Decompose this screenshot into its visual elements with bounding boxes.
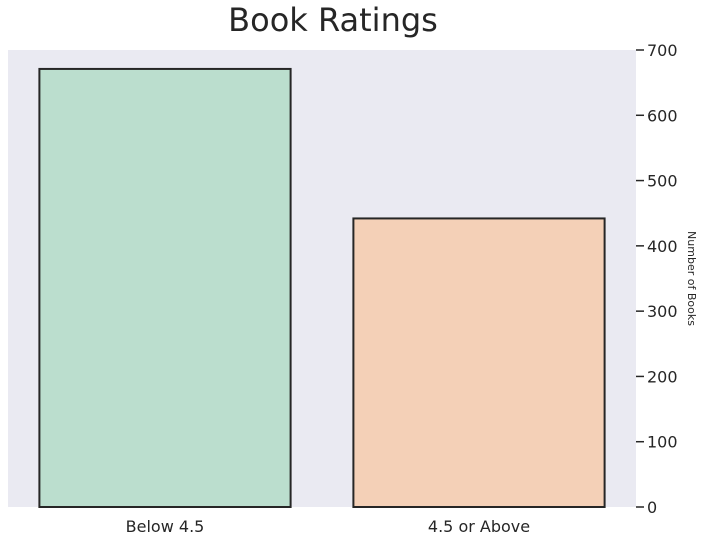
chart-title: Book Ratings xyxy=(228,1,438,39)
y-tick-label: 600 xyxy=(647,106,678,125)
y-tick-label: 500 xyxy=(647,172,678,191)
bar-4-5-or-above xyxy=(352,217,606,509)
y-tick-label: 300 xyxy=(647,302,678,321)
y-tick-label: 200 xyxy=(647,367,678,386)
bar-below-4-5 xyxy=(38,67,292,508)
x-tick-label: 4.5 or Above xyxy=(428,517,530,536)
y-tick-label: 100 xyxy=(647,433,678,452)
y-tick-label: 0 xyxy=(647,498,657,517)
x-tick-label: Below 4.5 xyxy=(126,517,205,536)
x-axis: Below 4.5 4.5 or Above xyxy=(126,517,530,536)
y-axis-label: Number of Books xyxy=(685,231,698,326)
y-tick-label: 700 xyxy=(647,41,678,60)
y-axis: 0 100 200 300 400 500 600 700 xyxy=(636,41,678,517)
y-tick-label: 400 xyxy=(647,237,678,256)
